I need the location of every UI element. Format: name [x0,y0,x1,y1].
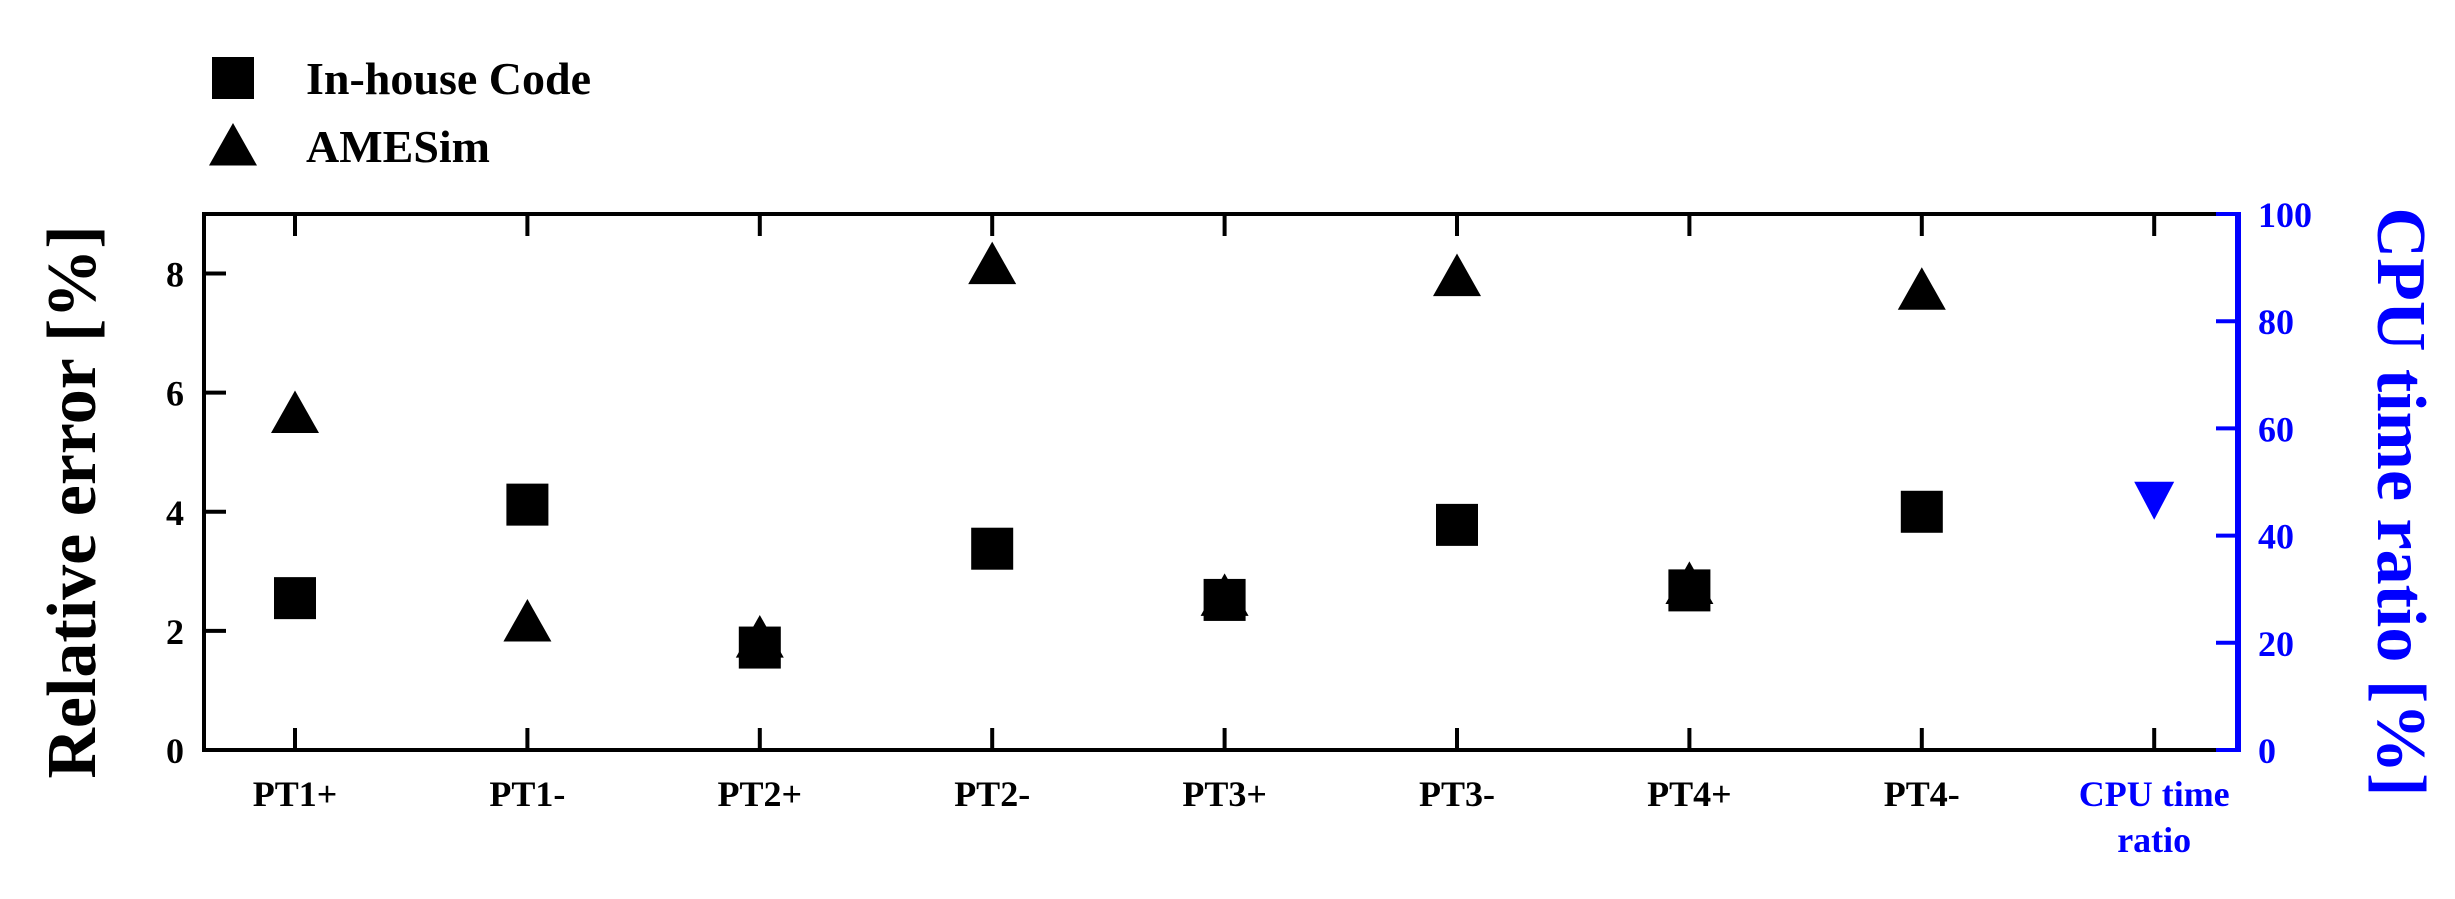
x-tick-label: PT2- [954,774,1030,814]
left-tick-label: 8 [166,255,184,295]
marker-triangle-up-0 [271,390,319,434]
right-tick-label: 20 [2258,624,2294,664]
right-tick-label: 0 [2258,731,2276,771]
marker-triangle-up-2 [735,615,784,658]
right-tick-label: 80 [2258,302,2294,342]
legend-label: AMESim [306,121,490,172]
marker-square-0 [274,577,316,620]
right-axis-title-text: CPU time ratio [%] [2362,208,2439,797]
x-tick-label: PT1+ [253,774,338,814]
left-tick-label: 4 [166,493,184,533]
x-tick-label: PT2+ [718,774,803,814]
marker-triangle-up-7 [1897,267,1946,310]
left-tick-label: 0 [166,731,184,771]
x-tick-label: PT1- [489,774,565,814]
left-axis-title: Relative error [%] [34,225,111,778]
left-axis-title-text: Relative error [%] [34,225,111,778]
right-axis: 0 20 40 60 80 100 [2216,195,2312,771]
right-tick-label: 100 [2258,195,2312,235]
marker-square-3 [971,527,1014,570]
data-markers [271,241,2175,669]
marker-square-7 [1900,490,1943,533]
left-tick-label: 2 [166,612,184,652]
marker-triangle-up-3 [968,241,1017,285]
right-axis-title: CPU time ratio [%] [2362,208,2439,797]
left-axis: 0 2 4 6 8 [166,255,226,771]
x-tick-label: PT4- [1884,774,1960,814]
marker-triangle-up-6 [1665,561,1714,604]
marker-triangle-up-5 [1433,253,1481,297]
left-tick-label: 6 [166,374,184,414]
legend: In-house Code AMESim [209,53,591,172]
x-axis: PT1+ PT1- PT2+ PT2- PT3+ PT3- PT4+ PT4- CPU time… [253,214,2230,860]
plot-frame [202,212,2241,752]
x-tick-label: PT3+ [1182,774,1267,814]
right-tick-label: 60 [2258,409,2294,449]
x-tick-label: CPU time ratio [2079,774,2230,860]
marker-square-1 [506,483,549,526]
legend-marker-triangle-up [209,123,257,166]
x-tick-label: PT4+ [1647,774,1732,814]
marker-triangle-up-1 [503,598,552,642]
legend-label: In-house Code [306,53,591,104]
marker-square-5 [1436,503,1478,546]
legend-marker-square [212,57,254,99]
marker-triangle-up-4 [1200,573,1249,616]
marker-triangle-down-8 [2134,481,2175,520]
x-tick-label: PT3- [1419,774,1495,814]
right-tick-label: 40 [2258,517,2294,557]
